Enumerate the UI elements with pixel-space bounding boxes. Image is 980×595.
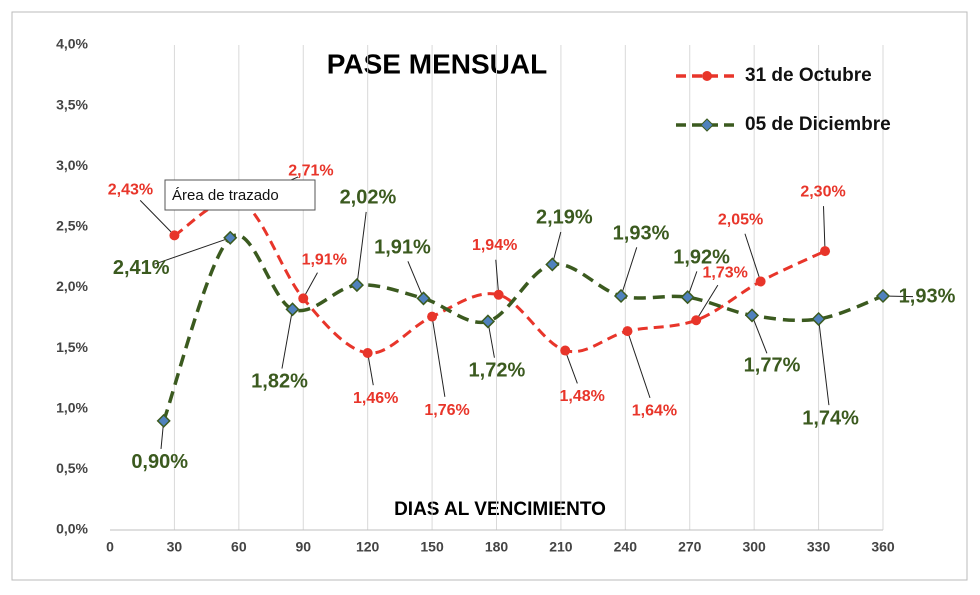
- data-label: 1,64%: [632, 402, 677, 419]
- data-point: [223, 230, 238, 245]
- data-label: 1,91%: [302, 252, 347, 269]
- y-tick-label: 2,0%: [56, 278, 88, 294]
- x-tick-label: 240: [614, 539, 638, 555]
- leader-line: [620, 247, 638, 297]
- data-label: 2,71%: [288, 163, 333, 180]
- leader-line: [751, 315, 768, 354]
- x-tick-label: 90: [295, 539, 311, 555]
- data-label: 0,90%: [131, 451, 188, 473]
- x-tick-label: 300: [742, 539, 766, 555]
- x-tick-label: 330: [807, 539, 831, 555]
- leader-line: [822, 206, 826, 252]
- leader-line: [367, 352, 374, 386]
- data-label: 1,92%: [673, 246, 730, 268]
- leader-line: [487, 321, 495, 358]
- y-tick-label: 1,5%: [56, 339, 88, 355]
- data-point: [755, 276, 766, 287]
- x-tick-label: 60: [231, 539, 247, 555]
- data-label: 1,93%: [613, 222, 670, 244]
- y-tick-label: 2,5%: [56, 218, 88, 234]
- data-label: 2,02%: [340, 186, 397, 208]
- x-tick-label: 150: [420, 539, 444, 555]
- leader-line: [356, 211, 367, 286]
- data-point: [545, 257, 560, 272]
- data-label: 1,73%: [703, 264, 748, 281]
- chart-frame: [11, 11, 968, 581]
- data-point: [362, 347, 373, 358]
- x-tick-label: 180: [485, 539, 509, 555]
- data-label: 2,43%: [108, 182, 153, 199]
- leader-line: [431, 316, 446, 397]
- x-tick-label: 30: [167, 539, 183, 555]
- leader-line: [695, 284, 719, 321]
- data-label: 1,82%: [251, 371, 308, 393]
- legend-label: 31 de Octubre: [745, 65, 872, 86]
- data-point: [285, 302, 300, 317]
- data-point: [416, 291, 431, 306]
- leader-line: [744, 233, 762, 282]
- data-point: [680, 290, 695, 305]
- data-label: 1,74%: [802, 407, 859, 429]
- data-point: [349, 278, 364, 293]
- data-label: 1,77%: [744, 355, 801, 377]
- data-label: 2,41%: [113, 257, 170, 279]
- tooltip: Área de trazado: [172, 187, 279, 204]
- series-line: [173, 198, 826, 355]
- leader-line: [564, 350, 578, 384]
- x-axis-label: DIAS AL VENCIMIENTO: [394, 499, 606, 520]
- x-tick-label: 120: [356, 539, 380, 555]
- leader-line: [495, 259, 500, 295]
- data-point: [427, 311, 438, 322]
- leader-line: [139, 200, 175, 236]
- leader-line: [154, 237, 231, 265]
- y-tick-label: 0,5%: [56, 460, 88, 476]
- leader-line: [627, 330, 651, 399]
- x-tick-label: 270: [678, 539, 702, 555]
- data-label: 2,19%: [536, 207, 593, 229]
- data-label: 1,72%: [469, 360, 526, 382]
- data-point: [493, 289, 504, 300]
- chart-title: PASE MENSUAL: [327, 48, 547, 79]
- y-tick-label: 1,0%: [56, 399, 88, 415]
- data-label: 1,94%: [472, 237, 517, 254]
- data-label: 1,46%: [353, 390, 398, 407]
- y-tick-label: 3,0%: [56, 157, 88, 173]
- leader-line: [407, 261, 424, 299]
- data-label: 2,30%: [800, 183, 845, 200]
- data-point: [169, 230, 180, 241]
- data-point: [691, 315, 702, 326]
- data-point: [875, 288, 891, 304]
- data-point: [613, 288, 629, 304]
- data-point: [480, 314, 495, 329]
- y-tick-label: 3,5%: [56, 96, 88, 112]
- leader-line: [281, 309, 294, 369]
- data-point: [156, 413, 171, 428]
- tooltip-box: [164, 179, 316, 211]
- leader-line: [818, 318, 830, 406]
- data-label: 1,91%: [374, 237, 431, 259]
- data-point: [820, 246, 831, 257]
- data-point: [560, 345, 571, 356]
- y-tick-label: 4,0%: [56, 36, 88, 52]
- data-point: [298, 293, 309, 304]
- data-label: 1,48%: [560, 388, 605, 405]
- data-label: 1,76%: [424, 402, 469, 419]
- data-point: [744, 308, 760, 323]
- legend-marker: [702, 71, 712, 81]
- legend-marker: [700, 118, 714, 132]
- data-label: 1,93%: [899, 285, 956, 307]
- x-tick-label: 0: [106, 539, 114, 555]
- x-tick-label: 360: [871, 539, 895, 555]
- y-tick-label: 0,0%: [56, 521, 88, 537]
- data-point: [622, 326, 633, 337]
- x-tick-label: 210: [549, 539, 573, 555]
- legend-label: 05 de Diciembre: [745, 114, 891, 135]
- data-label: 2,05%: [718, 212, 763, 229]
- data-point: [811, 311, 826, 327]
